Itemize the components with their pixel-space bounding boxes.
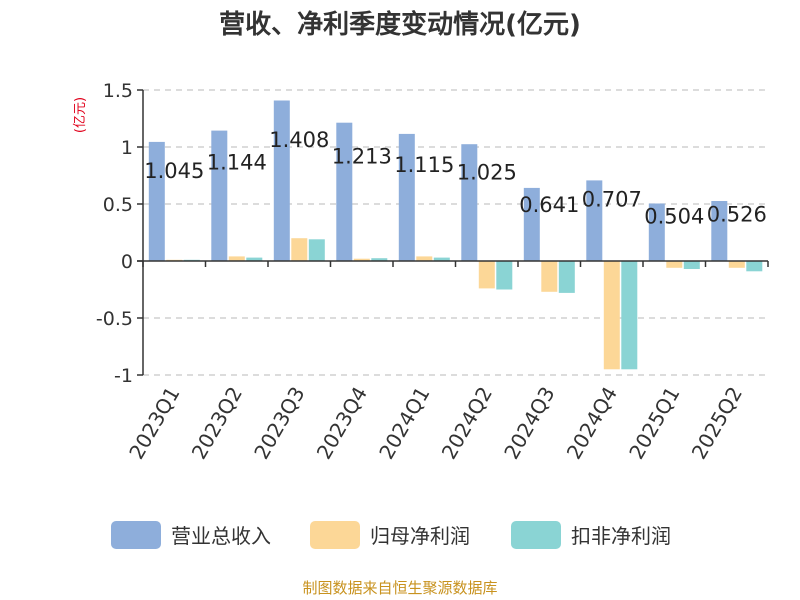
gridlines [143,89,768,376]
y-tick-label: 0.5 [103,194,133,216]
x-tick-label: 2023Q3 [249,383,309,464]
legend: 营业总收入 归母净利润 扣非净利润 [111,521,671,549]
data-label: 1.025 [457,160,517,184]
bar [728,261,745,268]
bar [621,261,638,370]
x-tick-label: 2024Q4 [562,383,622,464]
bar [211,130,228,261]
bar [371,258,388,261]
bar [291,238,308,261]
y-tick-label: 1 [121,137,133,159]
bar [308,239,325,261]
bar [353,258,370,261]
x-tick-label: 2024Q3 [499,383,559,464]
legend-swatch [310,521,360,549]
x-tick-label: 2023Q4 [312,383,372,464]
data-label: 1.213 [332,145,392,169]
data-label: 1.115 [394,153,454,177]
y-tick-label: -1 [114,365,133,387]
data-label: 1.144 [207,150,267,174]
data-label: 0.641 [519,193,579,217]
y-axis-unit-label: (亿元) [73,97,88,133]
data-label: 1.045 [144,159,204,183]
legend-swatch [111,521,161,549]
x-tick-label: 2025Q1 [624,383,684,464]
bar [336,122,353,261]
bar [273,100,290,261]
bars [148,100,763,370]
data-label: 0.707 [582,187,642,211]
bar [148,141,165,261]
bar [586,180,603,261]
legend-label: 归母净利润 [370,524,470,548]
x-tick-label: 2024Q2 [437,383,497,464]
bar [666,261,683,268]
legend-label: 营业总收入 [171,524,271,548]
bar [711,201,728,261]
bar [478,261,495,289]
bar [648,203,665,261]
x-tick-label: 2024Q1 [374,383,434,464]
bar [228,256,245,261]
chart-title: 营收、净利季度变动情况(亿元) [219,9,581,40]
data-label: 0.526 [707,203,767,227]
y-tick-label: 1.5 [103,80,133,102]
y-tick-label: -0.5 [96,308,133,330]
bar [541,261,558,292]
source-note: 制图数据来自恒生聚源数据库 [302,579,497,597]
bar [603,261,620,370]
data-label: 1.408 [269,128,329,152]
bar [398,133,415,261]
legend-label: 扣非净利润 [571,524,671,548]
x-tick-label: 2023Q2 [187,383,247,464]
bar [496,261,513,290]
bar [433,257,450,261]
bar [461,144,478,261]
bar [416,256,433,261]
bar [683,261,700,269]
bar [746,261,763,272]
data-label: 0.504 [644,204,704,228]
y-tick-label: 0 [121,251,133,273]
x-tick-label: 2023Q1 [124,383,184,464]
bar [558,261,575,293]
x-tick-label: 2025Q2 [687,383,747,464]
legend-swatch [511,521,561,549]
bar [246,257,263,261]
bar [523,187,540,261]
